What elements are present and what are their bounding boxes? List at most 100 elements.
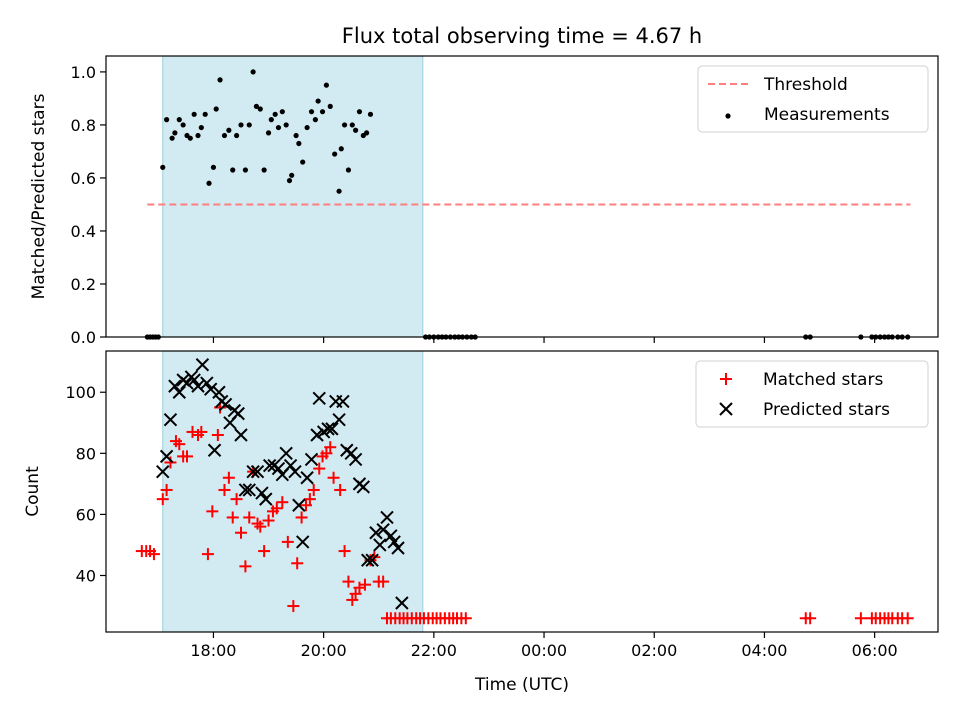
x-tick-label: 18:00: [190, 641, 236, 660]
matched-star-point: [342, 575, 355, 588]
matched-star-point: [901, 612, 914, 625]
predicted-star-point: [279, 446, 293, 461]
measurement-point: [336, 188, 342, 194]
measurement-point: [367, 111, 374, 117]
x-tick-label: 00:00: [521, 641, 567, 660]
count-y-tick-label: 60: [76, 505, 96, 524]
measurement-point: [242, 167, 249, 173]
ratio-y-tick-label: 0.2: [71, 275, 96, 294]
predicted-star-point: [295, 535, 310, 549]
measurement-point: [238, 122, 244, 128]
predicted-star-point: [369, 526, 383, 540]
predicted-star-point: [200, 376, 214, 390]
measurement-point: [308, 109, 315, 115]
matched-legend-swatch: [720, 373, 732, 385]
count-y-axis: 40 60 80 100: [65, 383, 106, 585]
predicted-star-point: [191, 379, 205, 393]
measurement-point: [268, 117, 274, 123]
measurement-point: [164, 117, 170, 123]
predicted-star-point: [187, 373, 201, 387]
count-y-label: Count: [23, 466, 43, 517]
measurements-legend-label: Measurements: [764, 105, 890, 125]
predicted-star-point: [325, 422, 339, 436]
matched-star-point: [226, 511, 239, 524]
measurement-point: [293, 132, 299, 139]
matched-star-point: [254, 520, 267, 533]
measurement-point: [341, 122, 348, 128]
predicted-star-point: [156, 464, 170, 479]
threshold-legend-label: Threshold: [763, 75, 848, 95]
predicted-star-point: [336, 394, 350, 409]
predicted-star-point: [238, 483, 253, 497]
measurement-point: [323, 82, 329, 88]
matched-star-point: [156, 493, 169, 506]
predicted-star-point: [159, 449, 174, 464]
predicted-star-point: [271, 461, 286, 476]
measurement-point: [253, 103, 260, 109]
measurement-point: [327, 103, 333, 109]
measurement-point: [312, 117, 318, 123]
matched-star-point: [324, 441, 337, 454]
matched-star-point: [258, 545, 271, 558]
predicted-star-point: [231, 406, 245, 421]
matched-star-point: [201, 548, 214, 561]
predicted-star-point: [321, 422, 335, 436]
ratio-legend: Threshold Measurements: [697, 65, 929, 133]
measurement-point: [230, 167, 236, 173]
matched-star-point: [262, 514, 275, 527]
count-y-tick-label: 40: [76, 566, 96, 585]
predicted-star-point: [300, 471, 314, 485]
x-tick-label: 02:00: [631, 641, 677, 660]
predicted-star-point: [172, 385, 186, 399]
measurement-point: [332, 151, 338, 157]
measurement-point: [210, 164, 217, 170]
predicted-star-point: [344, 446, 358, 461]
measurement-point: [226, 127, 232, 133]
chart-title: Flux total observing time = 4.67 h: [342, 24, 702, 48]
measurement-point: [286, 177, 293, 184]
matched-star-point: [222, 471, 235, 484]
matched-star-point: [211, 428, 224, 441]
matched-star-point: [180, 450, 193, 463]
predicted-star-point: [255, 486, 269, 500]
predicted-star-point: [292, 498, 306, 512]
predicted-star-point: [242, 483, 256, 497]
count-y-tick-label: 80: [76, 444, 96, 463]
x-axis-label: Time (UTC): [474, 675, 569, 695]
predicted-star-point: [310, 428, 324, 442]
measurement-point: [349, 122, 355, 128]
measurement-point: [169, 135, 175, 141]
predicted-star-point: [212, 385, 226, 399]
x-tick-label: 04:00: [741, 641, 787, 660]
predicted-star-point: [283, 458, 298, 473]
measurement-point: [187, 135, 193, 141]
count-panel: 40 60 80 100 18:00 20:00 22:00 00:00 02:00 04:00…: [23, 350, 939, 695]
measurement-point: [338, 146, 344, 152]
matched-star-point: [303, 493, 316, 506]
x-tick-label: 06:00: [852, 641, 898, 660]
matched-star-point: [334, 483, 347, 496]
measurement-point: [160, 164, 166, 170]
predicted-star-point: [288, 464, 302, 479]
matched-star-point: [804, 612, 817, 625]
matched-star-point: [270, 502, 283, 515]
predicted-star-point: [203, 382, 218, 396]
matched-star-point: [854, 612, 867, 625]
matched-star-point: [313, 462, 326, 475]
count-legend-box: [695, 360, 929, 428]
ratio-y-tick-label: 0.6: [71, 169, 96, 188]
measurement-point: [304, 124, 310, 131]
matched-star-point: [459, 612, 472, 625]
measurement-point: [279, 109, 285, 115]
predicted-star-point: [163, 413, 178, 427]
matched-star-point: [320, 447, 333, 460]
predicted-star-point: [246, 464, 260, 479]
predicted-stars-series: [156, 358, 409, 610]
predicted-star-point: [180, 376, 194, 390]
predicted-star-point: [332, 413, 346, 427]
measurement-point: [250, 69, 256, 75]
measurement-point: [217, 77, 223, 83]
measurement-point: [315, 98, 321, 104]
predicted-star-point: [259, 492, 273, 506]
measurement-point: [353, 127, 359, 133]
